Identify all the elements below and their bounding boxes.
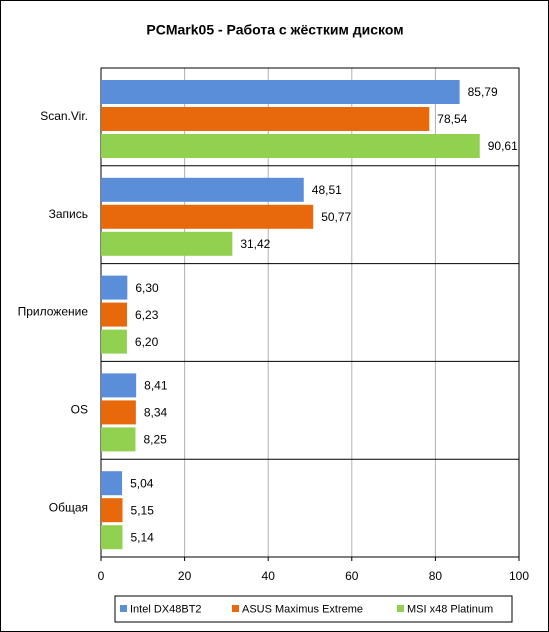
bar xyxy=(101,275,128,300)
value-label: 31,42 xyxy=(240,237,270,251)
value-label: 78,54 xyxy=(437,112,467,126)
x-tick-label: 80 xyxy=(429,569,443,583)
x-tick-label: 0 xyxy=(98,569,105,583)
legend-swatch xyxy=(232,605,239,612)
x-tick-label: 20 xyxy=(178,569,192,583)
value-label: 50,77 xyxy=(321,210,351,224)
legend-label: Intel DX48BT2 xyxy=(130,603,202,615)
value-label: 8,41 xyxy=(144,379,168,393)
value-label: 8,34 xyxy=(144,406,168,420)
value-label: 8,25 xyxy=(143,433,167,447)
legend-swatch xyxy=(120,605,127,612)
value-label: 90,61 xyxy=(488,139,518,153)
bar xyxy=(101,80,460,104)
bar xyxy=(101,525,123,550)
bar xyxy=(101,134,480,158)
bar xyxy=(101,400,136,425)
value-label: 85,79 xyxy=(468,85,498,99)
y-tick-label: Приложение xyxy=(18,305,89,319)
y-tick-label: Scan.Vir. xyxy=(40,109,88,123)
bar xyxy=(101,177,304,202)
value-label: 5,04 xyxy=(130,476,154,490)
bar xyxy=(101,204,314,229)
legend-swatch xyxy=(397,605,404,612)
y-tick-label: Запись xyxy=(49,207,88,221)
value-label: 5,14 xyxy=(130,530,154,544)
bar xyxy=(101,373,137,398)
x-tick-label: 100 xyxy=(509,569,529,583)
x-tick-label: 40 xyxy=(262,569,276,583)
legend-label: MSI x48 Platinum xyxy=(407,603,493,615)
value-label: 48,51 xyxy=(312,183,342,197)
bar xyxy=(101,427,136,452)
bar xyxy=(101,231,233,256)
value-label: 6,23 xyxy=(135,308,159,322)
y-tick-label: Общая xyxy=(49,500,88,514)
value-label: 5,15 xyxy=(131,503,155,517)
legend-frame xyxy=(114,595,513,623)
bar xyxy=(101,471,123,496)
chart-title: PCMark05 - Работа с жёстким диском xyxy=(146,22,403,38)
bar xyxy=(101,498,123,523)
bar xyxy=(101,329,127,354)
y-tick-label: OS xyxy=(71,402,88,416)
bar xyxy=(101,302,128,327)
value-label: 6,20 xyxy=(135,335,159,349)
legend-label: ASUS Maximus Extreme xyxy=(242,603,363,615)
x-tick-label: 60 xyxy=(345,569,359,583)
bar xyxy=(101,107,430,131)
value-label: 6,30 xyxy=(135,281,159,295)
